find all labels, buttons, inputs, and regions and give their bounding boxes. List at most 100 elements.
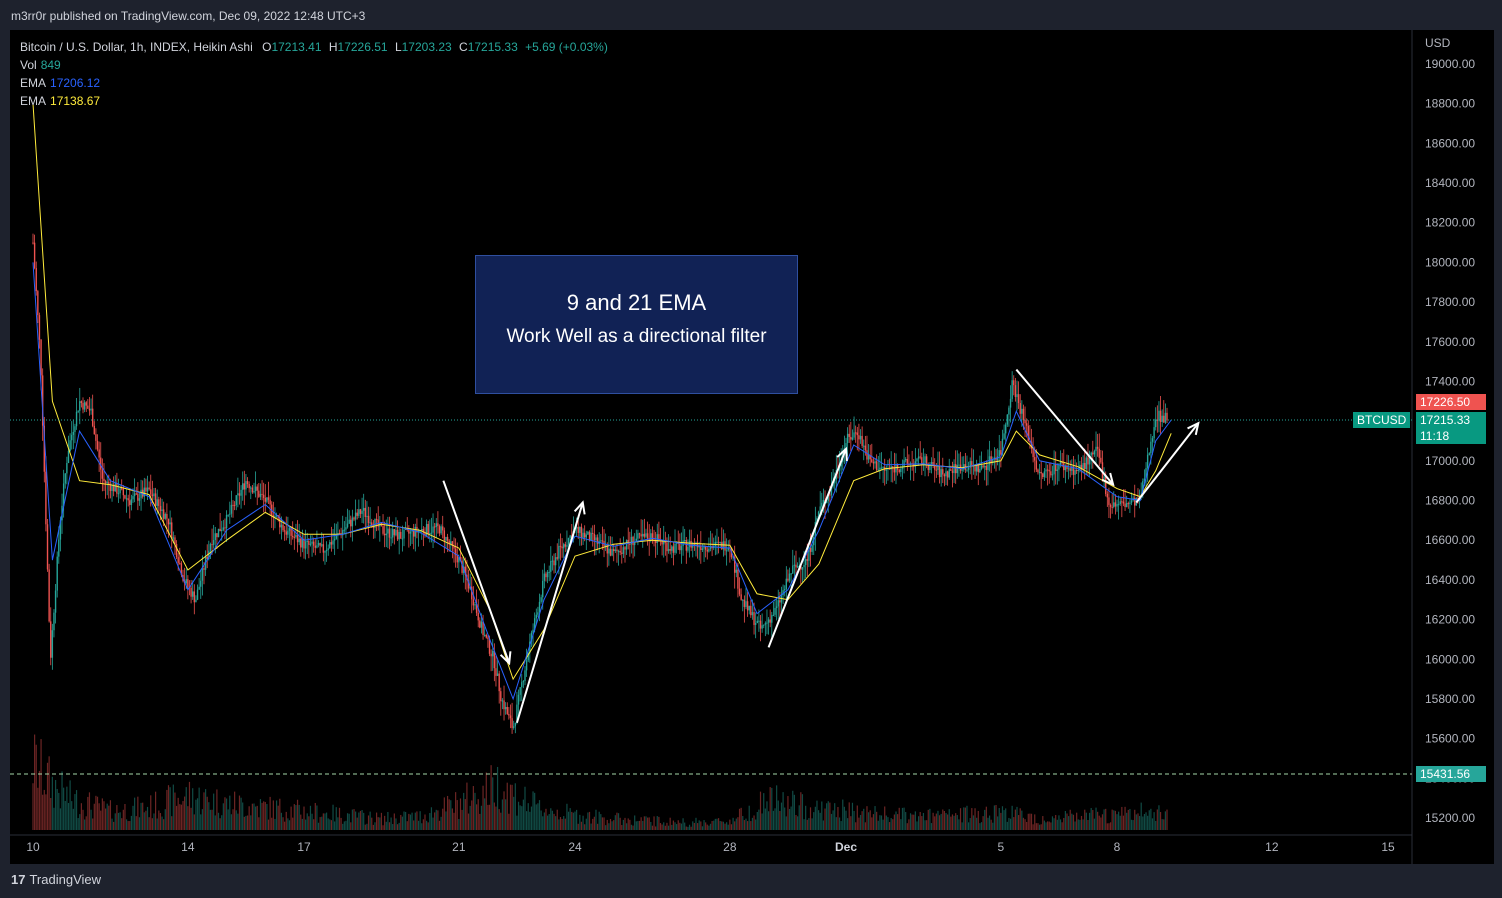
volume-bar: [677, 820, 679, 830]
volume-bar: [275, 800, 278, 830]
volume-bar: [1024, 819, 1026, 830]
candle-body: [608, 548, 610, 554]
annotation-box[interactable]: 9 and 21 EMA Work Well as a directional …: [475, 255, 798, 394]
chart-area[interactable]: [10, 30, 1494, 864]
candle-body: [180, 563, 183, 575]
volume-bar: [971, 808, 973, 830]
candle-body: [540, 597, 542, 602]
candle-body: [1143, 478, 1146, 482]
candle-body: [1161, 415, 1163, 422]
ema-fast-label[interactable]: EMA: [20, 76, 47, 90]
volume-bar: [156, 818, 158, 830]
volume-bar: [1121, 806, 1123, 830]
candle-body: [524, 670, 526, 681]
candle-body: [288, 528, 291, 531]
volume-bar: [590, 823, 592, 830]
volume-bar: [747, 821, 749, 830]
candle-body: [53, 612, 55, 631]
candle-body: [35, 268, 37, 292]
volume-bar: [1056, 819, 1058, 830]
candle-body: [746, 601, 749, 611]
candle-body: [312, 541, 315, 546]
volume-bar: [601, 817, 604, 830]
candle-body: [1100, 457, 1102, 463]
candle-body: [651, 533, 654, 541]
y-tick-label: 16200.00: [1425, 613, 1475, 627]
volume-bar: [1093, 818, 1096, 830]
volume-bar: [282, 817, 284, 830]
candle-body: [393, 529, 396, 536]
volume-bar: [640, 817, 642, 830]
volume-bar: [201, 809, 203, 830]
candle-body: [403, 529, 405, 539]
candle-body: [398, 531, 400, 540]
volume-bar: [885, 815, 887, 830]
volume-bar: [955, 813, 957, 830]
tradingview-brand[interactable]: 17 TradingView: [11, 872, 101, 887]
candle-body: [767, 619, 770, 623]
candle-body: [198, 586, 200, 590]
volume-bar: [619, 817, 621, 830]
volume-bar: [375, 812, 378, 830]
volume-bar: [663, 822, 665, 830]
volume-bar: [666, 822, 668, 830]
candle-body: [658, 534, 660, 541]
volume-bar: [572, 812, 574, 830]
symbol-title[interactable]: Bitcoin / U.S. Dollar, 1h, INDEX, Heikin…: [20, 40, 253, 54]
volume-bar: [1016, 806, 1018, 830]
volume-bar: [1003, 810, 1005, 830]
candle-body: [1074, 470, 1076, 475]
candle-body: [766, 622, 768, 624]
volume-bar: [80, 803, 82, 830]
candle-body: [522, 680, 525, 683]
candle-body: [577, 527, 579, 533]
volume-bar: [119, 812, 121, 830]
candle-body: [1067, 468, 1070, 470]
candle-body: [927, 465, 929, 471]
volume-bar: [137, 796, 139, 830]
volume-bar: [1109, 822, 1112, 830]
volume-bar: [840, 821, 842, 830]
candle-body: [763, 624, 765, 626]
candle-body: [588, 531, 591, 541]
ema-slow-label[interactable]: EMA: [20, 94, 47, 108]
candle-body: [917, 456, 920, 459]
volume-bar: [774, 808, 776, 830]
volume-bar: [372, 824, 374, 830]
volume-bar: [387, 811, 389, 830]
candle-body: [235, 495, 237, 506]
volume-bar: [748, 805, 750, 830]
volume-bar: [38, 770, 41, 830]
x-tick-label: 28: [723, 840, 737, 854]
volume-bar: [498, 809, 500, 830]
candle-body: [1021, 408, 1023, 414]
volume-bar: [513, 796, 515, 830]
volume-bar: [585, 818, 587, 830]
volume-bar: [967, 822, 970, 830]
volume-bar: [843, 806, 845, 830]
volume-bar: [942, 809, 944, 830]
volume-bar: [1029, 813, 1031, 830]
volume-bar: [543, 812, 545, 830]
volume-bar: [277, 805, 279, 830]
candle-body: [1130, 500, 1133, 503]
volume-bar: [227, 809, 229, 830]
volume-bar: [432, 817, 434, 830]
volume-bar: [858, 817, 860, 830]
volume-bar: [582, 815, 584, 830]
volume-bar: [214, 815, 216, 830]
candle-body: [822, 499, 825, 503]
volume-label[interactable]: Vol: [20, 58, 37, 72]
candle-body: [717, 541, 720, 543]
candle-body: [551, 560, 554, 562]
candle-body: [906, 459, 908, 464]
candle-body: [421, 528, 423, 531]
candle-body: [272, 515, 275, 518]
volume-bar: [529, 811, 531, 830]
publisher-text: m3rr0r published on TradingView.com, Dec…: [11, 9, 366, 23]
volume-bar: [305, 819, 307, 830]
candle-body: [309, 543, 312, 545]
candle-body: [1008, 407, 1010, 415]
trend-arrow-head: [499, 651, 512, 666]
